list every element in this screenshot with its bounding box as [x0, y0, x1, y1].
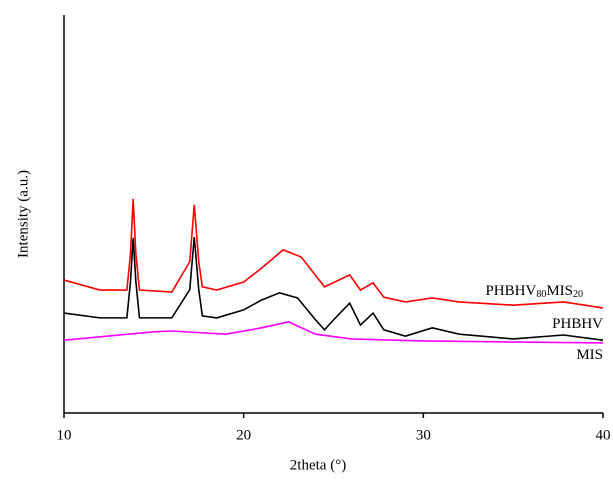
label-part: PHBHV	[485, 283, 536, 299]
label-part: PHBHV	[552, 316, 603, 332]
label-part: 20	[573, 289, 583, 300]
series-label: PHBHV80MIS20	[485, 283, 583, 300]
x-tick-label: 30	[416, 427, 431, 443]
x-tick-label: 20	[236, 427, 251, 443]
series-label: MIS	[576, 347, 603, 363]
label-part: 80	[536, 289, 546, 300]
x-tick-label: 40	[596, 427, 611, 443]
series-line	[63, 198, 604, 309]
x-tick-label: 10	[57, 427, 72, 443]
series-line	[63, 321, 604, 344]
series-line	[63, 237, 604, 341]
series-label: PHBHV	[552, 316, 603, 332]
label-part: MIS	[546, 283, 573, 299]
x-axis-label: 2theta (°)	[290, 457, 346, 473]
label-part: MIS	[576, 347, 603, 363]
y-axis-label: Intensity (a.u.)	[15, 170, 31, 258]
